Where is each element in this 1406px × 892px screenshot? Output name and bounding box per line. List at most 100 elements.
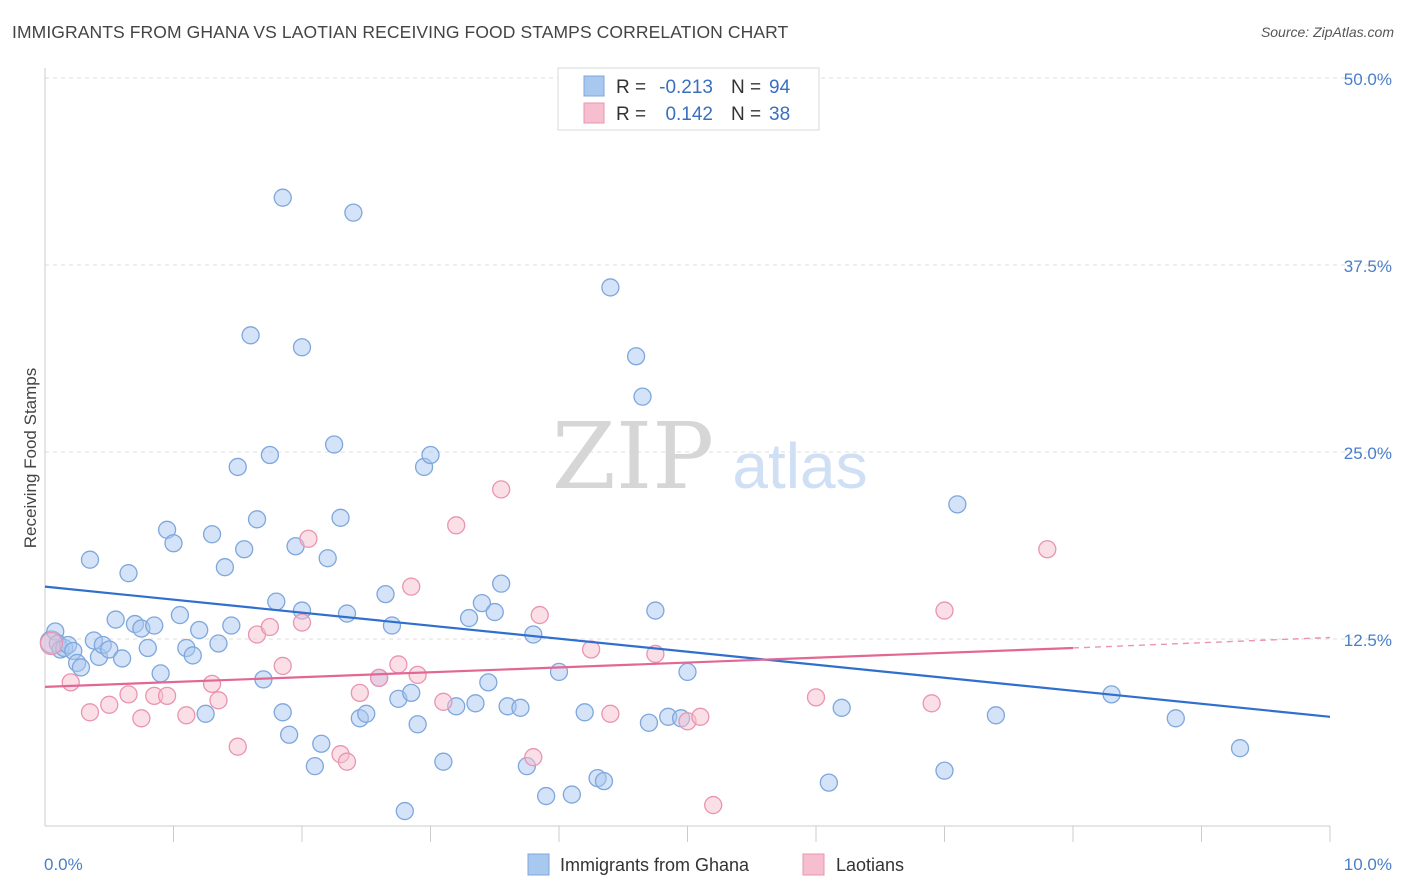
legend-n-label-2: N = (731, 104, 761, 125)
ghana-point-76 (537, 786, 556, 806)
laotians-point-0 (39, 631, 64, 656)
bottom-legend-label-ghana: Immigrants from Ghana (560, 855, 750, 875)
laotians-point-19 (350, 683, 369, 703)
legend-box: R = -0.213 N = 94 R = 0.142 N = 38 (557, 67, 820, 131)
ghana-point-39 (267, 592, 286, 611)
laotians-point-25 (447, 516, 466, 535)
ghana-point-83 (626, 347, 646, 366)
series-laotians (39, 480, 1057, 815)
ghana-point-48 (318, 549, 337, 568)
laotians-point-34 (704, 795, 723, 815)
ghana-point-64 (434, 752, 453, 771)
ghana-point-54 (357, 704, 376, 723)
ghana-point-82 (594, 771, 614, 791)
laotians-point-10 (209, 691, 228, 710)
laotians-point-16 (299, 529, 318, 548)
laotians-point-23 (408, 665, 427, 685)
ghana-point-61 (408, 715, 427, 734)
ghana-point-49 (324, 435, 344, 454)
ghana-point-19 (138, 638, 157, 658)
ghana-point-60 (402, 683, 421, 703)
ghana-point-67 (466, 694, 485, 713)
bottom-legend-swatch-pink (802, 853, 825, 876)
ghana-point-32 (222, 616, 241, 635)
ghana-point-21 (151, 664, 170, 683)
laotians-point-33 (691, 707, 710, 726)
ghana-point-15 (112, 649, 132, 668)
ghana-point-24 (170, 605, 190, 625)
trend-line-ghana (44, 585, 1331, 718)
legend-n-value-1: 94 (769, 77, 791, 98)
laotians-point-9 (202, 674, 222, 694)
legend-n-value-2: 38 (769, 104, 790, 125)
y-tick-label-0: 12.5% (1344, 631, 1392, 650)
ghana-point-66 (459, 608, 479, 628)
ghana-point-13 (100, 640, 119, 659)
laotians-point-24 (434, 692, 453, 711)
ghana-point-91 (832, 698, 851, 717)
laotians-point-11 (228, 737, 247, 756)
ghana-point-36 (247, 510, 267, 529)
axes (44, 68, 1331, 842)
watermark: ZIP atlas (552, 403, 868, 510)
y-tick-label-3: 50.0% (1344, 70, 1392, 89)
y-tick-labels: 12.5% 25.0% 37.5% 50.0% (1344, 70, 1392, 650)
ghana-point-30 (209, 634, 228, 653)
ghana-point-81 (601, 278, 620, 297)
ghana-point-31 (215, 558, 235, 577)
laotians-point-13 (260, 617, 280, 637)
ghana-point-14 (106, 610, 125, 629)
legend-r-label-1: R = (616, 77, 646, 98)
chart-source: Source: ZipAtlas.com (1260, 24, 1394, 40)
laotians-point-15 (292, 613, 312, 632)
watermark-atlas: atlas (732, 430, 867, 502)
laotians-point-20 (369, 668, 389, 688)
ghana-point-92 (935, 761, 954, 780)
ghana-point-16 (119, 564, 138, 583)
ghana-point-34 (235, 540, 254, 559)
ghana-point-73 (511, 698, 530, 717)
watermark-zip: ZIP (552, 403, 714, 510)
ghana-point-85 (639, 713, 659, 732)
ghana-point-50 (331, 508, 350, 527)
ghana-point-38 (260, 445, 280, 465)
laotians-point-37 (935, 601, 954, 620)
ghana-point-47 (312, 734, 331, 753)
ghana-point-63 (421, 445, 440, 465)
laotians-point-5 (132, 709, 151, 728)
ghana-point-42 (273, 188, 292, 207)
laotians-point-38 (1038, 540, 1057, 559)
laotians-point-27 (524, 748, 543, 767)
trend-line-laotians-extension (1072, 636, 1331, 649)
ghana-point-40 (273, 703, 292, 722)
ghana-point-59 (395, 801, 414, 821)
ghana-point-69 (479, 673, 498, 692)
laotians-point-35 (806, 688, 826, 707)
ghana-point-26 (183, 646, 202, 665)
legend-r-label-2: R = (616, 104, 646, 125)
laotians-point-14 (273, 656, 292, 676)
ghana-point-41 (279, 725, 299, 744)
ghana-point-89 (678, 662, 697, 682)
ghana-point-94 (986, 706, 1006, 725)
ghana-point-86 (646, 601, 665, 620)
legend-swatch-pink (583, 102, 605, 124)
ghana-point-27 (190, 620, 209, 640)
bottom-legend: Immigrants from Ghana Laotians (527, 853, 904, 876)
laotians-point-21 (389, 655, 408, 674)
ghana-point-46 (305, 757, 325, 776)
ghana-point-35 (241, 326, 260, 345)
ghana-point-79 (575, 703, 594, 722)
y-axis-label: Receiving Food Stamps (21, 368, 40, 548)
ghana-point-28 (196, 704, 215, 723)
ghana-point-78 (562, 785, 581, 804)
legend-n-label-1: N = (731, 77, 761, 98)
y-tick-label-2: 37.5% (1344, 257, 1392, 276)
legend-r-value-2: 0.142 (665, 104, 713, 125)
laotians-point-36 (922, 694, 941, 713)
laotians-point-1 (61, 673, 80, 692)
ghana-point-23 (164, 534, 183, 553)
legend-r-value-1: -0.213 (659, 77, 713, 98)
ghana-point-70 (485, 602, 504, 622)
